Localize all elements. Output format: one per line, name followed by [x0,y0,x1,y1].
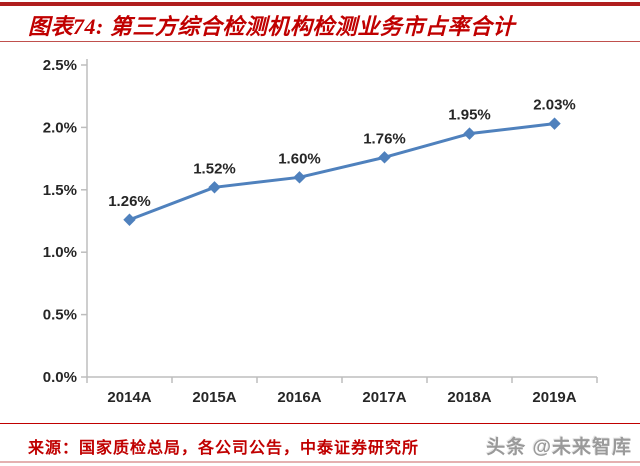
x-tick-label: 2017A [362,389,406,406]
data-point-marker [463,127,476,140]
x-tick-label: 2016A [277,389,321,406]
y-tick-label: 0.0% [43,369,77,386]
bottom-border-line [0,461,640,463]
x-tick-label: 2018A [447,389,491,406]
y-tick-label: 0.5% [43,307,77,324]
data-point-marker [378,151,391,164]
series-line [128,122,556,222]
footer: 来源：国家质检总局，各公司公告，中泰证券研究所 头条 @未来智库 [0,432,640,458]
source-text: 来源：国家质检总局，各公司公告，中泰证券研究所 [28,440,420,457]
title-underline [0,41,640,42]
data-point-marker [293,171,306,184]
data-point-marker [123,213,136,226]
data-label: 2.03% [533,97,576,114]
x-tick-label: 2014A [107,389,151,406]
data-label: 1.26% [108,193,151,210]
y-tick-label: 2.0% [43,119,77,136]
x-tick-label: 2019A [532,389,576,406]
figure-title: 图表74: 第三方综合检测机构检测业务市占率合计 [28,14,515,39]
market-share-line-chart: 0.0% 0.5% 1.0% 1.5% 2.0% 2.5% 2014A 2015A 2016A 2… [43,57,598,406]
data-point-marker [548,117,561,130]
y-tick-label: 1.0% [43,244,77,261]
y-tick-label: 2.5% [43,57,77,74]
top-border-line [0,2,640,6]
data-label: 1.60% [278,150,321,167]
data-label: 1.95% [448,107,491,124]
y-tick-label: 1.5% [43,182,77,199]
watermark-text: 头条 @未来智库 [486,437,632,458]
data-label: 1.76% [363,130,406,147]
data-label: 1.52% [193,160,236,177]
x-tick-label: 2015A [192,389,236,406]
footer-top-line [0,423,640,424]
data-point-marker [208,181,221,194]
